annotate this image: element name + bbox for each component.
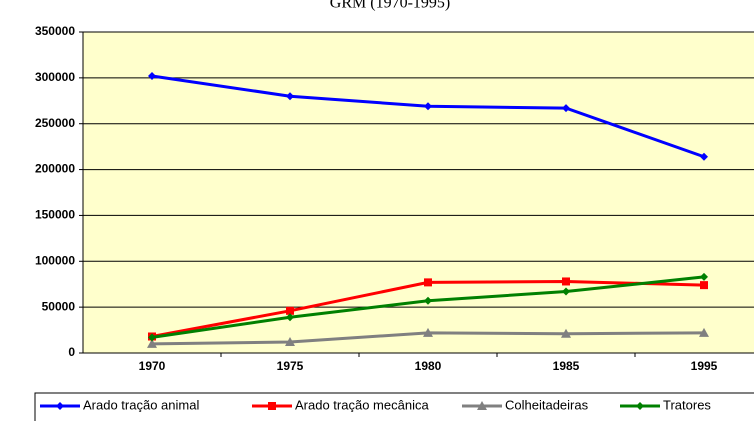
- legend-label: Arado tração mecânica: [295, 397, 429, 412]
- point: [700, 152, 708, 161]
- point: [562, 277, 570, 286]
- point: [424, 296, 432, 305]
- point: [700, 272, 708, 281]
- x-tick-label: 1970: [139, 359, 166, 373]
- legend-marker: [268, 402, 276, 410]
- x-tick-label: 1975: [277, 359, 304, 373]
- chart-title: GRM (1970-1995): [330, 0, 450, 12]
- point: [286, 313, 294, 322]
- legend-label: Colheitadeiras: [505, 397, 589, 412]
- legend-label: Tratores: [663, 397, 711, 412]
- y-tick-label: 200000: [35, 162, 75, 176]
- point: [561, 328, 571, 338]
- point: [148, 333, 156, 342]
- legend-marker: [56, 402, 64, 410]
- y-tick-label: 100000: [35, 253, 75, 267]
- point: [562, 287, 570, 296]
- point: [286, 92, 294, 101]
- legend-marker: [636, 402, 644, 410]
- point: [286, 306, 294, 315]
- y-tick-label: 0: [68, 345, 75, 359]
- point: [423, 327, 433, 337]
- y-tick-label: 300000: [35, 70, 75, 84]
- point: [424, 278, 432, 287]
- point: [424, 102, 432, 111]
- point: [562, 104, 570, 113]
- y-tick-label: 350000: [35, 24, 75, 38]
- point: [147, 338, 157, 348]
- plot-area: [82, 31, 754, 354]
- y-tick-label: 250000: [35, 116, 75, 130]
- x-tick-label: 1980: [415, 359, 442, 373]
- legend-label: Arado tração animal: [83, 397, 199, 412]
- y-tick-label: 50000: [42, 299, 76, 313]
- point: [700, 281, 708, 290]
- x-tick-label: 1995: [691, 359, 718, 373]
- y-tick-label: 150000: [35, 208, 75, 222]
- point: [285, 336, 295, 346]
- legend-marker: [477, 401, 487, 410]
- point: [699, 327, 709, 337]
- x-tick-label: 1985: [553, 359, 580, 373]
- point: [148, 72, 156, 81]
